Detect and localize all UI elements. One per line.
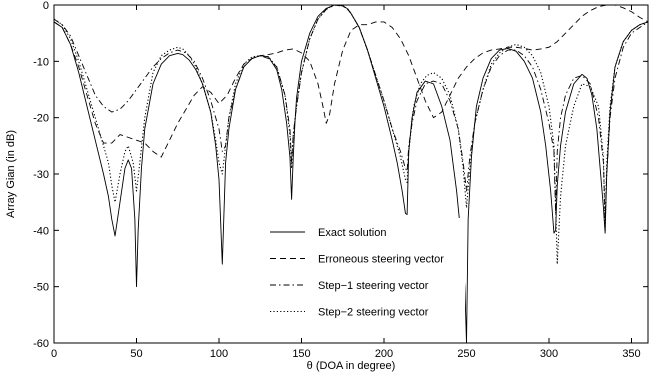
y-tick-label: -50 [33,282,49,294]
y-tick-label: -20 [33,113,49,125]
x-tick-label: 300 [540,348,558,360]
y-tick-label: -10 [33,56,49,68]
legend: Exact solution Erroneous steering vector S… [265,218,465,330]
x-tick-label: 50 [130,348,142,360]
y-tick-label: -40 [33,225,49,237]
legend-label-2: Erroneous steering vector [318,254,444,266]
x-tick-label: 150 [292,348,310,360]
series-line-3 [54,5,648,220]
x-tick-label: 350 [622,348,640,360]
axis-ticks: 0 50 100 150 200 250 300 350 0 -10 -20 -30 -40 -50 -60 [33,0,648,360]
series-lines [54,5,648,343]
legend-label-3: Step−1 steering vector [318,280,429,292]
y-tick-label: 0 [43,0,49,12]
x-tick-label: 200 [375,348,393,360]
series-line-4 [54,5,648,265]
y-tick-label: -60 [33,338,49,350]
series-line-1 [54,5,648,343]
x-tick-label: 100 [210,348,228,360]
x-tick-label: 0 [51,348,57,360]
legend-label-1: Exact solution [318,227,386,239]
legend-label-4: Step−2 steering vector [318,307,429,319]
y-axis-label: Array Gian (in dB) [5,130,17,218]
series-line-2 [54,5,648,158]
x-tick-label: 250 [457,348,475,360]
y-tick-label: -30 [33,169,49,181]
x-axis-label: θ (DOA in degree) [307,360,396,372]
